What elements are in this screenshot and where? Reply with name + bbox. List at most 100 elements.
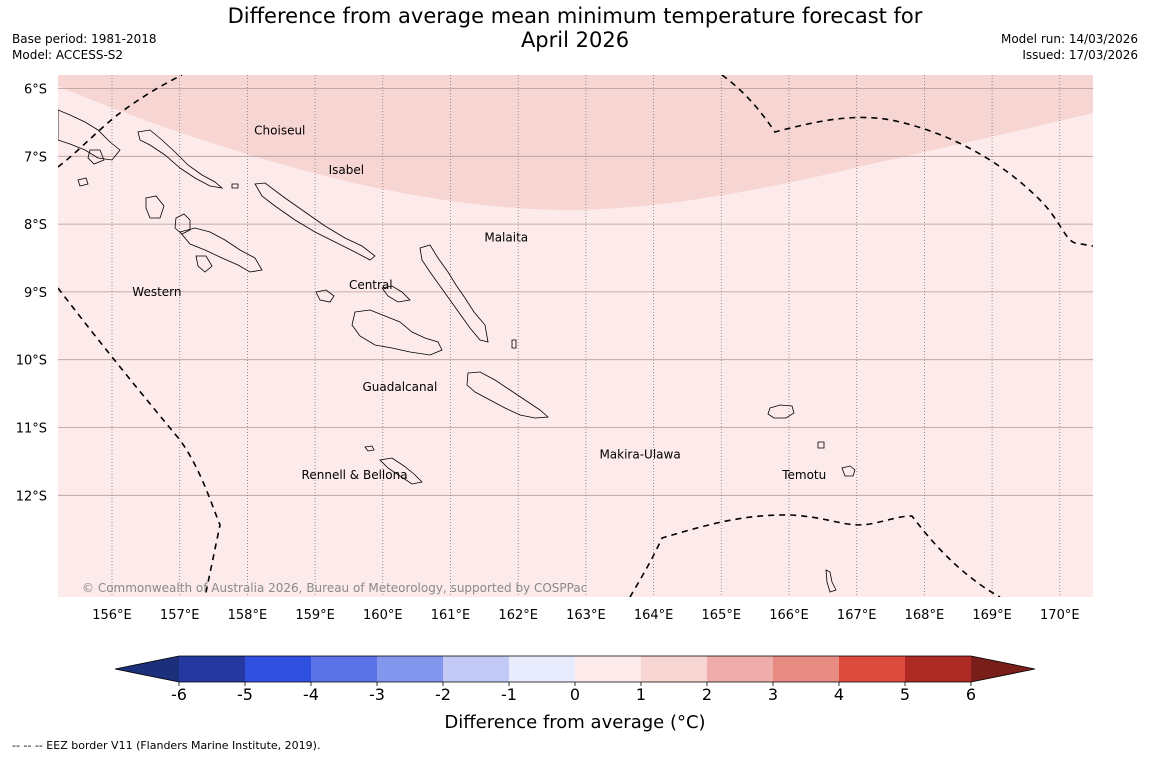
longitude-label: 165°E [702,608,742,623]
model-run: Model run: 14/03/2026 [1000,32,1138,46]
base-period: Base period: 1981-2018 [12,32,157,46]
eez-border-north-west [58,75,183,168]
island-small-3 [511,339,517,349]
province-label: Guadalcanal [362,380,437,394]
colorbar-tick-label: 1 [636,685,646,704]
colorbar-tick-label: -6 [171,685,187,704]
province-label: Choiseul [254,124,305,138]
longitude-label: 170°E [1040,608,1080,623]
map-plot-area: Choiseul Isabel Malaita Western Central Guada… [58,75,1093,597]
colorbar-segment [311,656,377,682]
colorbar-segment [773,656,839,682]
issued-date: Issued: 17/03/2026 [1022,48,1138,62]
eez-border-south [629,514,1001,597]
model-info: Base period: 1981-2018 Model: ACCESS-S2 [12,31,157,63]
island-malaita [419,244,489,343]
latitude-label: 10°S [16,354,47,369]
latitude-label: 8°S [24,218,47,233]
colorbar-segment [377,656,443,682]
colorbar-title: Difference from average (°C) [444,712,705,733]
island-vella-lavella [145,195,165,219]
province-labels: Choiseul Isabel Malaita Western Central Guada… [132,124,826,482]
colorbar-tick-label: -4 [303,685,319,704]
island-small-1 [817,441,825,449]
island-vanikoro [841,465,856,477]
island-choiseul [137,129,224,189]
province-label: Temotu [781,468,826,482]
latitude-label: 11°S [16,422,47,437]
colorbar-segment [707,656,773,682]
colorbar-tick-label: 3 [768,685,778,704]
run-info: Model run: 14/03/2026 Issued: 17/03/2026 [1001,31,1138,63]
longitude-label: 162°E [498,608,538,623]
province-label: Makira-Ulawa [599,448,680,462]
longitude-label: 167°E [837,608,877,623]
colorbar-segment [641,656,707,682]
anomaly-zone-1-to-2 [58,75,1093,211]
island-small-4 [77,177,89,187]
colorbar-tick-label: 2 [702,685,712,704]
latitude-label: 12°S [16,489,47,504]
island-bougainville [58,109,121,161]
colorbar-segment [179,656,245,682]
longitude-label: 163°E [566,608,606,623]
province-label: Malaita [484,231,528,245]
island-makira [379,457,423,485]
island-small-5 [87,149,105,165]
longitude-label: 157°E [160,608,200,623]
colorbar-tick-label: -1 [501,685,517,704]
colorbar-segment [575,656,641,682]
colorbar-tick-label: 5 [900,685,910,704]
colorbar: -6 -5 -4 -3 -2 -1 0 1 2 3 4 5 6 [114,655,1036,704]
axis-labels: 6°S 7°S 8°S 9°S 10°S 11°S 12°S 156°E 157°E 158°E 1… [16,83,1080,624]
longitude-label: 164°E [634,608,674,623]
island-rendova [195,255,213,273]
copyright-text: © Commonwealth of Australia 2026, Bureau… [82,581,587,595]
longitude-label: 161°E [431,608,471,623]
longitude-label: 168°E [905,608,945,623]
longitude-label: 156°E [92,608,132,623]
colorbar-segment [839,656,905,682]
longitude-label: 166°E [769,608,809,623]
province-label: Isabel [329,163,364,177]
eez-border-west [58,287,221,597]
eez-borders [58,75,1093,597]
eez-legend-footnote: -- -- -- EEZ border V11 (Flanders Marine… [12,739,321,752]
longitude-label: 169°E [972,608,1012,623]
longitude-label: 158°E [228,608,268,623]
colorbar-tick-label: 0 [570,685,580,704]
title-line-2: April 2026 [520,28,630,52]
island-russell [381,285,411,303]
islands [58,109,856,593]
colorbar-tick-label: 6 [966,685,976,704]
colorbar-segment [509,656,575,682]
colorbar-segment [245,656,311,682]
island-rennell [364,445,375,452]
island-ndende [767,404,795,419]
island-ngella [351,309,443,356]
island-small-2 [825,569,837,593]
longitude-label: 159°E [295,608,335,623]
longitude-label: 160°E [363,608,403,623]
island-florida [315,289,335,303]
title-line-1: Difference from average mean minimum tem… [227,4,923,28]
island-new-georgia [179,227,263,273]
latitude-label: 6°S [24,83,47,98]
latitude-label: 7°S [24,150,47,165]
island-isabel [254,182,376,261]
colorbar-tick-label: -5 [237,685,253,704]
island-guadalcanal [466,371,549,419]
colorbar-tick-label: -2 [435,685,451,704]
province-label: Western [132,285,181,299]
province-label: Rennell & Bellona [302,468,408,482]
latitude-label: 9°S [24,286,47,301]
colorbar-over-arrow [971,656,1035,682]
map-title: Difference from average mean minimum tem… [200,4,950,52]
colorbar-tick-label: 4 [834,685,844,704]
graticule [58,75,1093,597]
province-label: Central [349,278,393,292]
colorbar-tick-label: -3 [369,685,385,704]
model-name: Model: ACCESS-S2 [12,48,124,62]
colorbar-under-arrow [115,656,179,682]
